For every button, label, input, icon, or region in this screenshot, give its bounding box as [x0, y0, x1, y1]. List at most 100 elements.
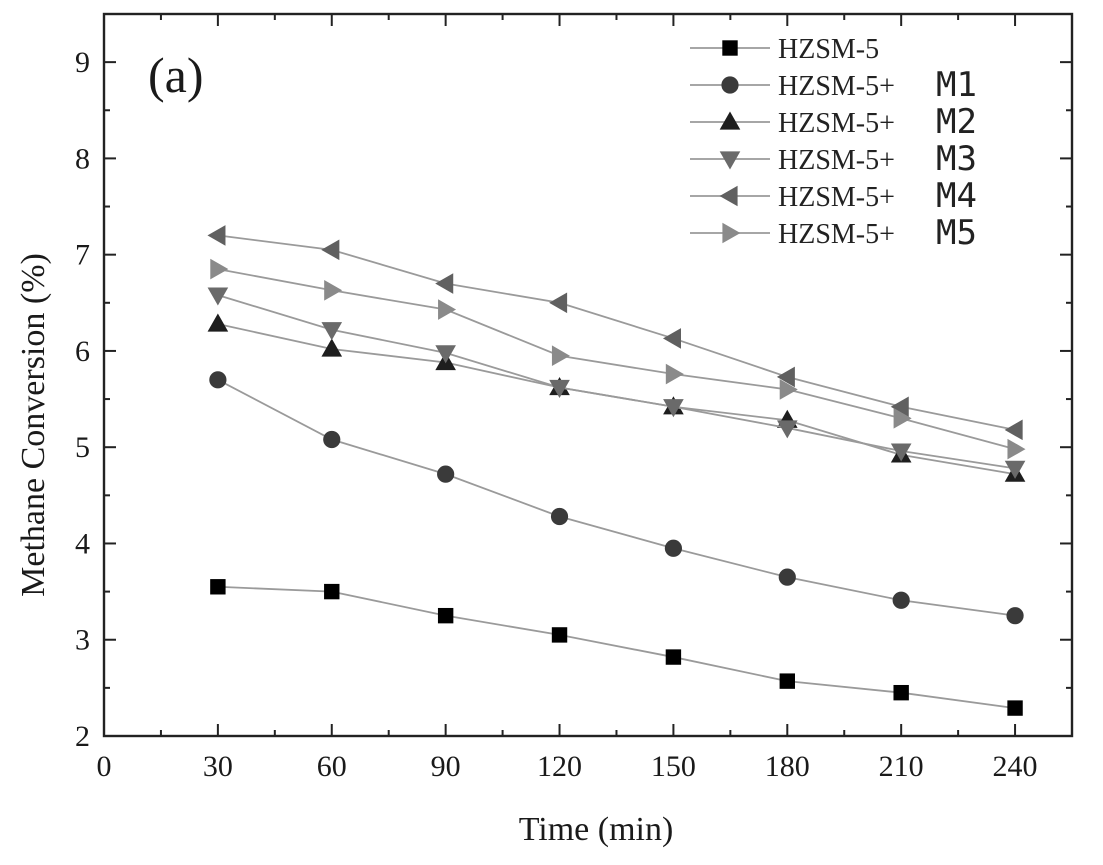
- x-axis: 0 30 60 90 120 150 180 210 240: [97, 14, 1038, 783]
- legend-marker: [721, 76, 739, 94]
- series-line: [217, 234, 1016, 431]
- data-point: [551, 345, 570, 367]
- x-tick-label: 240: [993, 750, 1038, 783]
- data-point: [551, 627, 568, 643]
- data-point: [893, 684, 909, 701]
- data-point: [209, 371, 227, 389]
- data-point: [437, 465, 455, 483]
- x-tick-label: 210: [879, 750, 924, 783]
- data-point: [892, 591, 910, 609]
- series-4: [207, 287, 1026, 479]
- data-point: [779, 673, 795, 689]
- data-point: [321, 239, 340, 261]
- data-point: [324, 583, 340, 600]
- legend-marker: [722, 222, 741, 244]
- data-point: [549, 379, 570, 398]
- legend-marker: [719, 111, 741, 130]
- data-point: [776, 420, 798, 439]
- legend-label: HZSM-5+: [778, 145, 895, 176]
- data-point: [435, 345, 456, 364]
- data-point: [890, 443, 912, 462]
- legend-label: HZSM-5: [778, 34, 879, 65]
- x-tick-label: 0: [97, 750, 112, 783]
- x-tick-label: 90: [431, 750, 461, 783]
- y-tick-label: 2: [75, 720, 90, 753]
- legend-item: HZSM-5+ M1: [690, 65, 977, 105]
- series-line: [217, 323, 1016, 476]
- series-6: [210, 258, 1026, 460]
- data-point: [549, 292, 568, 314]
- data-point: [778, 568, 796, 586]
- plot-frame: [102, 12, 1074, 738]
- data-point: [665, 363, 684, 385]
- data-point: [664, 539, 683, 557]
- y-tick-label: 8: [75, 142, 90, 175]
- y-axis-title: Methane Conversion (%): [15, 253, 52, 597]
- data-point: [321, 338, 343, 357]
- series-layer: [207, 225, 1026, 716]
- series-1: [210, 579, 1023, 716]
- legend-item: HZSM-5+ M2: [690, 102, 977, 142]
- legend-label-suffix: M2: [936, 102, 977, 142]
- data-point: [665, 649, 682, 665]
- legend-label-suffix: M4: [936, 176, 977, 216]
- legend-label: HZSM-5+: [778, 219, 895, 250]
- x-tick-label: 60: [317, 750, 347, 783]
- series-line: [217, 379, 1016, 617]
- data-point: [207, 287, 229, 306]
- y-tick-label: 3: [75, 624, 90, 657]
- series-5: [207, 225, 1023, 441]
- legend-label-suffix: M5: [936, 213, 977, 253]
- series-line: [217, 294, 1016, 470]
- data-point: [210, 258, 229, 280]
- data-point: [662, 328, 681, 349]
- data-point: [1006, 607, 1024, 625]
- data-point: [207, 225, 226, 246]
- legend-label: HZSM-5+: [778, 108, 895, 139]
- y-tick-label: 5: [75, 431, 90, 464]
- data-point: [324, 279, 343, 301]
- data-point: [321, 322, 343, 341]
- data-point: [890, 396, 909, 418]
- legend-marker: [719, 151, 741, 170]
- data-point: [323, 430, 341, 449]
- x-tick-label: 30: [203, 750, 233, 783]
- legend-marker: [719, 185, 738, 207]
- data-point: [1004, 419, 1023, 441]
- x-axis-title: Time (min): [519, 811, 674, 848]
- x-tick-label: 180: [765, 750, 810, 783]
- series-2: [209, 371, 1024, 625]
- legend-item: HZSM-5: [690, 34, 879, 65]
- data-point: [779, 379, 798, 400]
- series-line: [217, 585, 1016, 709]
- plot-border: [102, 12, 1074, 738]
- panel-label: (a): [148, 47, 204, 103]
- legend-label: HZSM-5+: [778, 71, 895, 102]
- data-point: [776, 366, 795, 388]
- y-axis: 2 3 4 5 6 7 8 9: [75, 46, 1072, 753]
- y-tick-label: 7: [75, 239, 90, 272]
- legend-item: HZSM-5+ M5: [690, 213, 977, 253]
- data-point: [210, 579, 226, 595]
- data-point: [437, 607, 454, 624]
- x-tick-label: 150: [651, 750, 696, 783]
- data-point: [550, 507, 569, 526]
- y-tick-label: 9: [75, 46, 90, 79]
- data-point: [207, 313, 229, 332]
- legend-label: HZSM-5+: [778, 182, 895, 213]
- y-tick-label: 6: [75, 335, 90, 368]
- data-point: [1007, 700, 1023, 716]
- legend-label-suffix: M1: [936, 65, 977, 105]
- legend-item: HZSM-5+ M4: [690, 176, 977, 216]
- legend-item: HZSM-5+ M3: [690, 139, 977, 179]
- x-tick-label: 120: [537, 750, 582, 783]
- legend-label-suffix: M3: [936, 139, 977, 179]
- data-point: [438, 299, 457, 320]
- y-tick-label: 4: [75, 527, 90, 560]
- data-point: [1007, 438, 1026, 460]
- data-point: [1004, 460, 1026, 479]
- data-point: [893, 408, 912, 429]
- data-point: [663, 399, 684, 418]
- data-point: [435, 273, 454, 294]
